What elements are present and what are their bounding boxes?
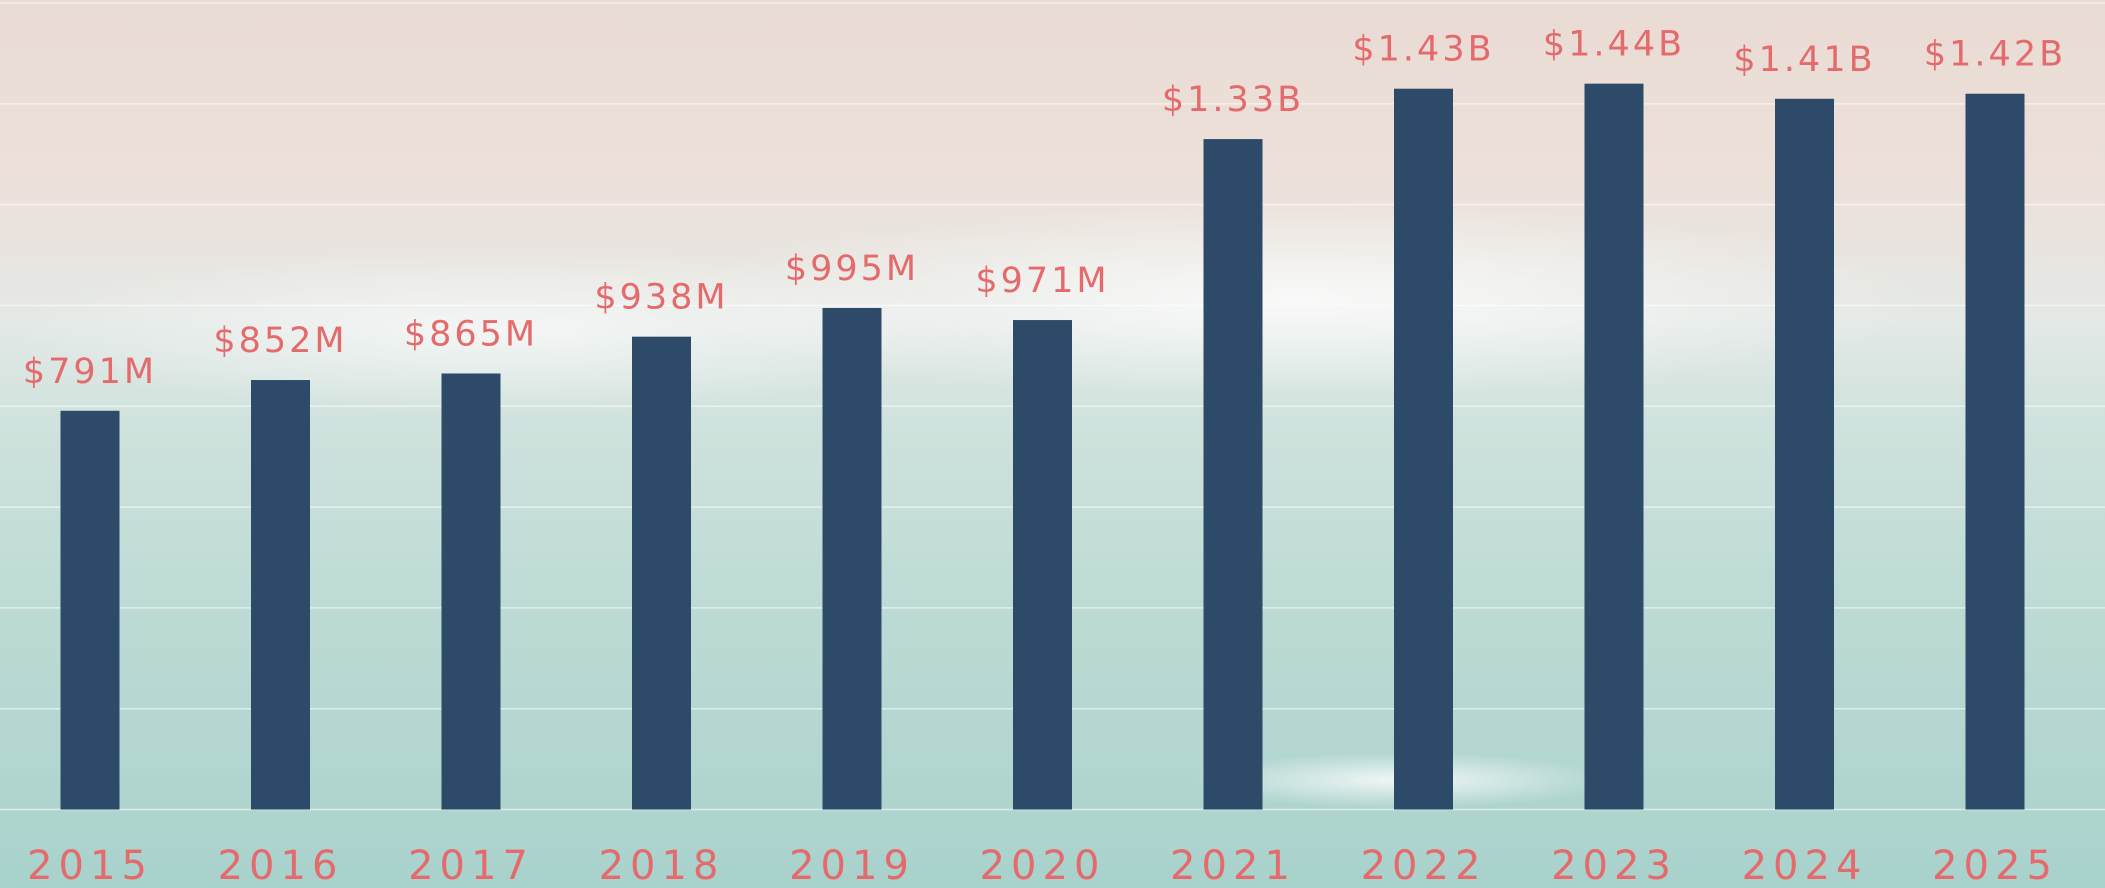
value-label: $791M <box>23 352 157 392</box>
bar <box>251 380 310 809</box>
bar <box>1013 320 1072 809</box>
x-tick-label: 2016 <box>218 843 344 888</box>
value-label: $1.44B <box>1543 25 1685 65</box>
value-label: $852M <box>213 321 347 361</box>
bar <box>442 373 501 809</box>
x-tick-label: 2024 <box>1742 843 1868 888</box>
x-tick-label: 2019 <box>789 843 915 888</box>
bar <box>1966 94 2025 810</box>
bar <box>823 308 882 810</box>
chart-background: $791M 2015 $852M 2016 $865M 2017 $938M 2018 $995… <box>0 0 2105 888</box>
value-label: $1.33B <box>1162 80 1304 120</box>
value-label: $995M <box>785 249 919 289</box>
value-label: $938M <box>594 278 728 318</box>
x-tick-label: 2018 <box>599 843 725 888</box>
value-label: $865M <box>404 314 538 354</box>
x-tick-label: 2025 <box>1932 843 2058 888</box>
bar <box>1204 139 1263 809</box>
x-tick-label: 2023 <box>1551 843 1677 888</box>
chart: $791M 2015 $852M 2016 $865M 2017 $938M 2018 $995… <box>0 0 2105 888</box>
bar <box>1394 89 1453 810</box>
x-tick-label: 2022 <box>1361 843 1487 888</box>
bar <box>1775 99 1834 810</box>
value-label: $971M <box>975 261 1109 301</box>
value-label: $1.42B <box>1924 35 2066 75</box>
value-label: $1.43B <box>1352 30 1494 70</box>
x-tick-label: 2015 <box>27 843 153 888</box>
value-label: $1.41B <box>1733 40 1875 80</box>
x-tick-label: 2020 <box>980 843 1106 888</box>
x-tick-label: 2021 <box>1170 843 1296 888</box>
bar <box>1585 84 1644 810</box>
bar <box>61 411 120 810</box>
bar <box>632 337 691 810</box>
x-tick-label: 2017 <box>408 843 534 888</box>
